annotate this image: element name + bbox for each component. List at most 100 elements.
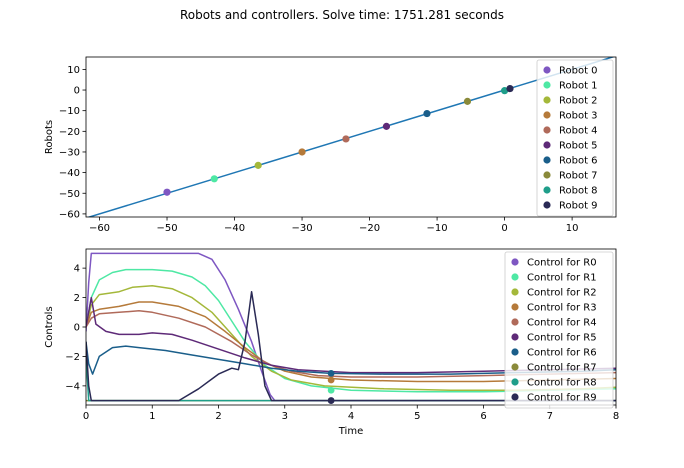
legend-marker — [543, 156, 551, 164]
control-line — [86, 268, 616, 393]
legend-entry: Robot 5 — [559, 141, 598, 152]
legend-entry: Control for R8 — [527, 378, 597, 389]
legend-marker — [511, 303, 519, 311]
robot-point — [342, 135, 350, 143]
y-tick-label: −30 — [59, 147, 80, 158]
robot-point — [298, 148, 306, 156]
robot-point — [500, 87, 509, 95]
control-line — [86, 252, 616, 402]
legend-marker — [543, 201, 551, 209]
legend-entry: Robot 2 — [559, 96, 598, 107]
legend-box — [504, 251, 614, 409]
time-marker — [327, 397, 335, 404]
y-tick-label: 0 — [74, 86, 80, 97]
legend-entry: Control for R0 — [527, 258, 597, 269]
legend-marker — [511, 258, 519, 266]
legend-marker — [543, 186, 551, 194]
y-axis-label: Controls — [44, 306, 55, 347]
legend-entry: Control for R4 — [527, 318, 597, 329]
legend-marker — [511, 348, 519, 356]
control-line — [86, 296, 616, 374]
legend-marker — [511, 318, 519, 326]
x-tick-label: 2 — [215, 411, 221, 422]
legend-marker — [543, 66, 551, 74]
robot-point — [210, 175, 218, 183]
robot-point — [506, 84, 514, 93]
plot-area — [86, 252, 616, 404]
legend-marker — [543, 111, 551, 119]
x-tick-label: 8 — [613, 411, 619, 422]
robot-point — [382, 122, 391, 130]
legend-box — [536, 59, 614, 217]
legend-entry: Control for R9 — [527, 393, 597, 404]
legend-marker — [511, 363, 519, 371]
y-tick-label: −10 — [59, 106, 80, 117]
legend-marker — [543, 96, 551, 104]
time-marker — [327, 386, 335, 394]
x-tick-label: 0 — [83, 411, 89, 422]
legend-marker — [511, 393, 519, 401]
legend-marker — [511, 288, 519, 296]
legend-marker — [543, 126, 551, 134]
controls-axes: 0 1 2 3 4 5 6 7 8 4 2 0 −2 −4 Time Controls Control for … — [44, 248, 619, 437]
control-line — [86, 285, 616, 392]
legend-entry: Robot 4 — [559, 126, 598, 137]
legend-entry: Control for R6 — [527, 348, 597, 359]
control-line — [86, 290, 616, 402]
control-line — [86, 301, 616, 383]
x-tick-label: 0 — [501, 223, 507, 234]
legend-entry: Control for R7 — [527, 363, 597, 374]
x-tick-label: −40 — [224, 223, 245, 234]
y-tick-label: −2 — [65, 352, 80, 363]
robot-point — [163, 188, 171, 196]
figure-title: Robots and controllers. Solve time: 1751… — [180, 8, 504, 22]
x-tick-label: −10 — [427, 223, 448, 234]
x-tick-label: −20 — [359, 223, 380, 234]
legend-entry: Robot 9 — [559, 201, 598, 212]
legend-entry: Robot 0 — [559, 66, 598, 77]
x-tick-label: 6 — [480, 411, 486, 422]
legend-marker — [511, 378, 519, 386]
legend-entry: Robot 8 — [559, 186, 598, 197]
y-tick-label: −60 — [59, 209, 80, 220]
axes-frame — [85, 56, 617, 218]
x-tick-label: 4 — [348, 411, 354, 422]
y-tick-label: −40 — [59, 168, 80, 179]
legend-entry: Control for R5 — [527, 333, 597, 344]
x-tick-label: −50 — [156, 223, 177, 234]
time-marker — [327, 376, 335, 384]
y-tick-label: 0 — [74, 323, 80, 334]
diagonal-line — [86, 57, 616, 217]
legend-entry: Control for R3 — [527, 303, 597, 314]
time-marker — [327, 369, 335, 377]
legend-marker — [511, 333, 519, 341]
y-tick-label: −20 — [59, 127, 80, 138]
x-axis-label: Time — [338, 426, 363, 437]
x-tick-label: 7 — [547, 411, 553, 422]
legend-entry: Robot 6 — [559, 156, 598, 167]
x-tick-label: 1 — [149, 411, 155, 422]
y-tick-label: −50 — [59, 189, 80, 200]
legend-marker — [511, 273, 519, 281]
x-tick-label: 5 — [414, 411, 420, 422]
legend-marker — [543, 171, 551, 179]
legend-entry: Control for R1 — [527, 273, 597, 284]
y-tick-label: 10 — [67, 65, 80, 76]
legend-marker — [543, 141, 551, 149]
x-tick-label: 10 — [566, 223, 579, 234]
robot-point — [463, 97, 472, 105]
legend-entry: Robot 1 — [559, 81, 598, 92]
robot-point — [423, 109, 431, 118]
x-tick-label: 3 — [282, 411, 288, 422]
y-axis-label: Robots — [44, 120, 55, 154]
control-line — [86, 341, 616, 375]
legend-entry: Robot 7 — [559, 171, 598, 182]
x-tick-label: −60 — [89, 223, 110, 234]
robots-axes: −60 −50 −40 −30 −20 −10 0 10 10 0 −10 −20 −30 −40 −50 −… — [44, 56, 617, 234]
robot-point — [254, 161, 262, 169]
x-tick-label: −30 — [291, 223, 312, 234]
plot-area — [86, 57, 616, 217]
legend-entry: Robot 3 — [559, 111, 598, 122]
legend-entry: Control for R2 — [527, 288, 597, 299]
